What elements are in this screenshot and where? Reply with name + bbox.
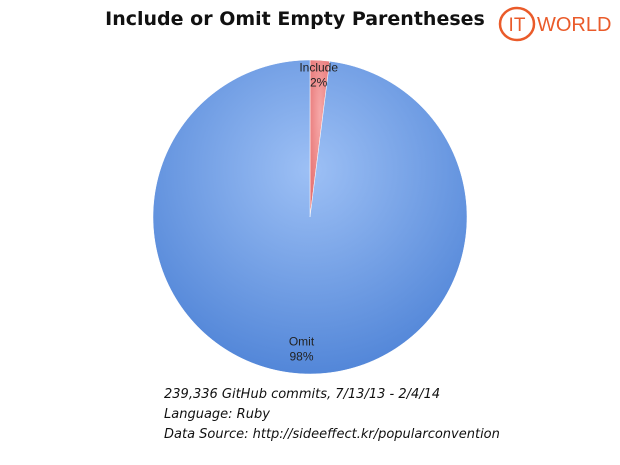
logo-world-text: WORLD [537, 14, 611, 36]
logo-it-text: IT [509, 15, 526, 36]
logo-ring [498, 6, 536, 42]
footnote-line2: Language: Ruby [164, 407, 270, 422]
pie-slice-omit [152, 59, 468, 375]
footnote-line1: 239,336 GitHub commits, 7/13/13 - 2/4/14 [164, 387, 441, 402]
slice-label-omit: Omit [289, 335, 315, 349]
pie-slices [152, 59, 468, 375]
footnote-line3: Data Source: http://sideeffect.kr/popula… [164, 427, 500, 442]
chart-title: Include or Omit Empty Parentheses [105, 8, 485, 30]
slice-label-include: Include [299, 60, 338, 74]
itworld-logo: IT WORLD [498, 6, 611, 42]
footnote: 239,336 GitHub commits, 7/13/13 - 2/4/14… [164, 385, 604, 445]
slice-value-include: 2% [310, 75, 328, 89]
slice-value-omit: 98% [290, 350, 314, 364]
